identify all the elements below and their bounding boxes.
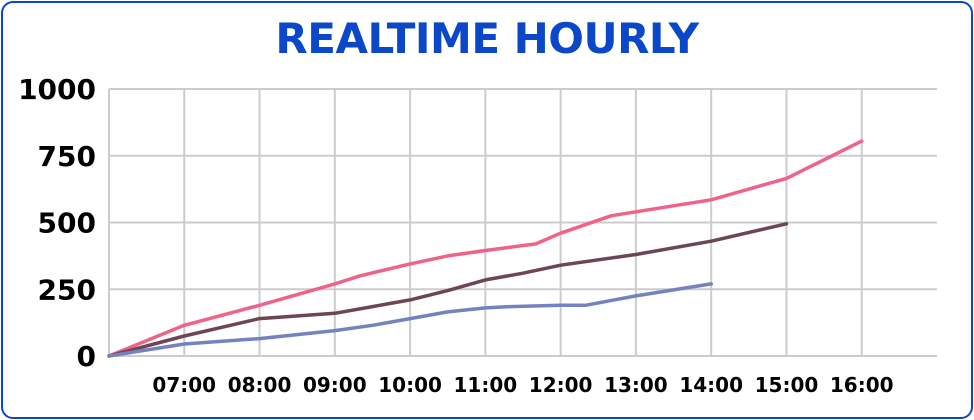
x-tick-label: 13:00 (604, 373, 668, 397)
series-line-3 (107, 282, 713, 358)
x-tick-label: 08:00 (228, 373, 292, 397)
y-tick-label: 750 (38, 140, 96, 173)
x-tick-label: 10:00 (378, 373, 442, 397)
x-tick-label: 14:00 (679, 373, 743, 397)
series-line-2 (107, 222, 789, 358)
y-axis-ticks: 0 250 500 750 1000 (18, 73, 96, 373)
x-tick-label: 11:00 (454, 373, 518, 397)
y-tick-label: 1000 (18, 73, 96, 106)
y-tick-label: 500 (38, 207, 96, 240)
series-lines (107, 139, 864, 358)
chart-title: REALTIME HOURLY (275, 14, 699, 63)
x-tick-label: 12:00 (529, 373, 593, 397)
x-tick-label: 16:00 (830, 373, 894, 397)
x-tick-label: 07:00 (152, 373, 216, 397)
y-tick-label: 250 (38, 273, 96, 306)
chart-grid (108, 88, 937, 357)
y-tick-label: 0 (77, 340, 96, 373)
x-tick-label: 15:00 (755, 373, 819, 397)
series-line-1 (107, 139, 864, 358)
x-axis-ticks: 07:00 08:00 09:00 10:00 11:00 12:00 13:00 14:00… (152, 373, 893, 397)
x-tick-label: 09:00 (303, 373, 367, 397)
